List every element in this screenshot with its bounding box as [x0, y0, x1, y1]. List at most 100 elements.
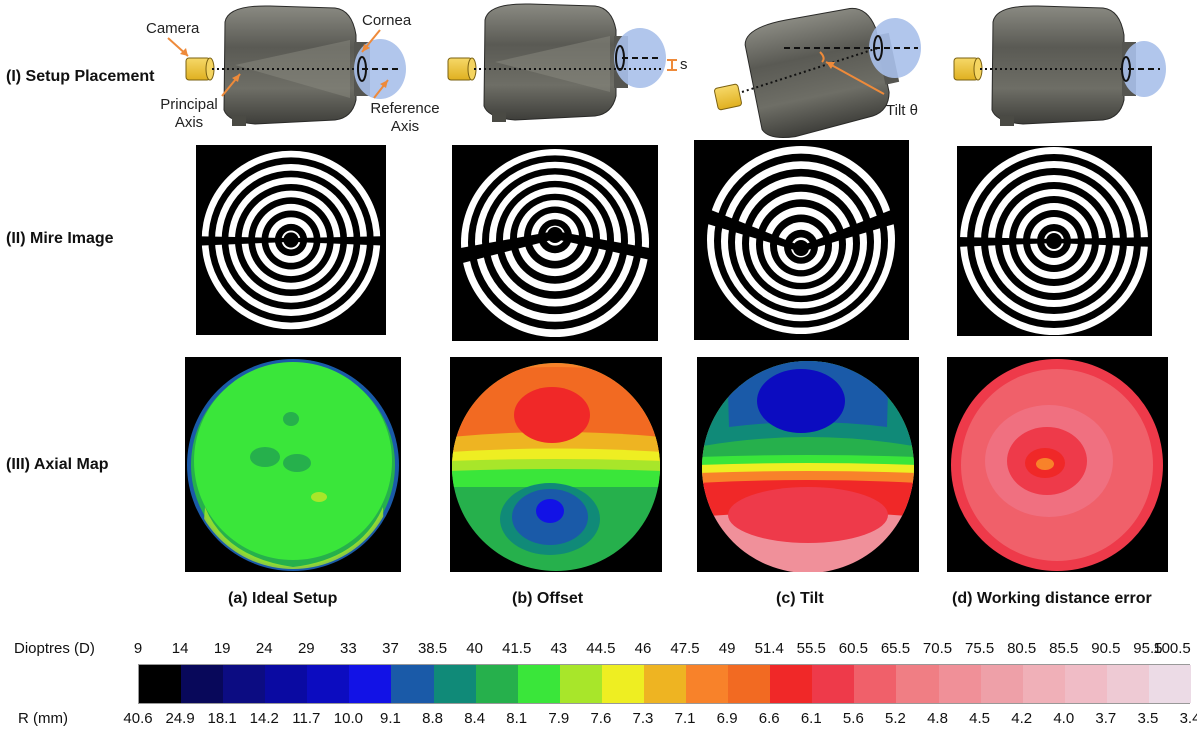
map-center: [1036, 458, 1054, 470]
arrow-head: [180, 48, 188, 56]
device-foot: [1000, 116, 1014, 126]
r-tick-label: 7.9: [548, 710, 570, 727]
dioptre-tick-label: 55.5: [796, 640, 826, 657]
dioptre-tick-label: 70.5: [922, 640, 953, 657]
map-coldspot: [757, 369, 845, 433]
map-blob: [250, 447, 280, 467]
device-foot: [492, 112, 506, 122]
dioptre-tick-label: 60.5: [838, 640, 868, 657]
r-tick-label: 9.1: [380, 710, 401, 727]
r-tick-label: 8.1: [506, 710, 528, 727]
colorbar-swatch: [223, 665, 267, 703]
colorbar-swatch: [728, 665, 772, 703]
colorbar-swatch: [517, 665, 561, 703]
r-tick-label: 24.9: [165, 710, 195, 727]
map-hotspot: [514, 387, 590, 443]
r-tick-label: 6.1: [800, 710, 822, 727]
r-tick-label: 7.1: [674, 710, 696, 727]
setup-ideal: [167, 5, 406, 126]
r-ticks: 40.6 24.9 18.1 14.2 11.7 10.0 9.1 8.8 8.4 8.1 7.9 7…: [0, 710, 1197, 730]
colorbar-swatch: [307, 665, 351, 703]
map-blob: [283, 412, 299, 426]
reference-axis-label: Reference Axis: [370, 100, 440, 135]
dioptre-tick-label: 85.5: [1049, 640, 1079, 657]
mire-ideal: [196, 145, 386, 335]
arrow-head: [362, 44, 370, 52]
dioptre-tick-label: 40: [466, 640, 483, 657]
colorbar-swatch: [349, 665, 393, 703]
axial-map-offset: [450, 357, 662, 572]
dioptre-tick-label: 19: [213, 640, 231, 657]
dioptre-tick-label: 49: [718, 640, 736, 657]
cornea-shape: [614, 28, 666, 88]
colorbar-swatch: [1064, 665, 1108, 703]
tilt-label: Tilt θ: [886, 102, 918, 119]
colorbar-swatch: [1022, 665, 1066, 703]
mire-offset-rings: [455, 149, 655, 337]
dioptre-tick-label: 33: [340, 640, 357, 657]
colorbar-swatch: [643, 665, 688, 703]
dioptre-tick-label: 95.5: [1133, 640, 1163, 657]
dioptre-tick-label: 37: [382, 640, 399, 657]
dioptre-tick-label: 29: [297, 640, 315, 657]
setup-offset: [447, 3, 677, 122]
dioptre-tick-label: 41.5: [502, 640, 532, 657]
dioptre-tick-label: 9: [133, 640, 143, 657]
mire-ideal-rings: [196, 150, 386, 330]
axial-map-tilt: [697, 357, 919, 572]
colorbar-swatch: [938, 665, 982, 703]
colorbar-swatch: [559, 665, 603, 703]
camera-label: Camera: [146, 20, 200, 37]
r-tick-label: 8.8: [422, 710, 443, 727]
dioptre-tick-label: 47.5: [670, 640, 700, 657]
r-tick-label: 4.2: [1011, 710, 1033, 727]
r-tick-label: 5.2: [885, 710, 906, 727]
colorbar-swatch: [265, 665, 309, 703]
r-tick-label: 4.0: [1053, 710, 1075, 727]
setup-diagrams: [167, 3, 1166, 139]
mire-shadow-band: [701, 206, 901, 252]
principal-axis-label: Principal Axis: [160, 96, 218, 131]
map-blob: [283, 454, 311, 472]
dioptre-tick-label: 65.5: [880, 640, 911, 657]
principal-axis-line: [741, 47, 879, 93]
setup-working-distance: [953, 5, 1166, 126]
dioptre-tick-label: 100.5: [1153, 640, 1191, 657]
device-foot: [232, 116, 246, 126]
device-housing: [744, 7, 890, 139]
colorbar-swatch: [812, 665, 856, 703]
setup-tilt: [714, 7, 921, 139]
device-housing: [991, 5, 1125, 125]
r-tick-label: 6.6: [758, 710, 780, 727]
axial-map-working-distance: [947, 357, 1168, 572]
arrow-head: [232, 74, 240, 82]
mire-working-distance-rings: [957, 147, 1152, 335]
device-cone: [495, 36, 610, 92]
dioptre-tick-label: 44.5: [586, 640, 616, 657]
arrow-tilt: [825, 61, 885, 95]
dioptre-ticks: 9 14 19 24 29 33 37 38.5 40 41.5 43 44.5 46 47.5 49 51.…: [0, 640, 1197, 660]
dioptre-tick-label: 75.5: [964, 640, 995, 657]
colorbar-swatch: [139, 665, 183, 703]
r-mm-label: R (mm): [18, 710, 68, 727]
r-tick-label: 7.6: [590, 710, 612, 727]
cornea-label: Cornea: [362, 12, 412, 29]
caption-working-distance: (d) Working distance error: [952, 590, 1152, 607]
caption-offset: (b) Offset: [512, 590, 584, 607]
axial-map-ideal: [185, 357, 401, 572]
colorbar: [138, 664, 1192, 704]
colorbar-swatch: [433, 665, 477, 703]
dioptre-tick-label: 51.4: [754, 640, 784, 657]
row-label-axial: (III) Axial Map: [6, 456, 109, 473]
colorbar-swatch: [1148, 665, 1192, 703]
colorbar-swatch: [601, 665, 645, 703]
arrow-head: [826, 62, 835, 69]
dioptre-tick-label: 14: [171, 640, 189, 657]
colorbar-swatch: [475, 665, 519, 703]
r-tick-label: 8.4: [464, 710, 486, 727]
r-tick-label: 3.7: [1095, 710, 1117, 727]
r-tick-label: 11.7: [292, 710, 321, 727]
dioptres-label: Dioptres (D): [14, 640, 95, 657]
r-tick-label: 5.6: [842, 710, 864, 727]
mire-offset: [452, 145, 658, 341]
